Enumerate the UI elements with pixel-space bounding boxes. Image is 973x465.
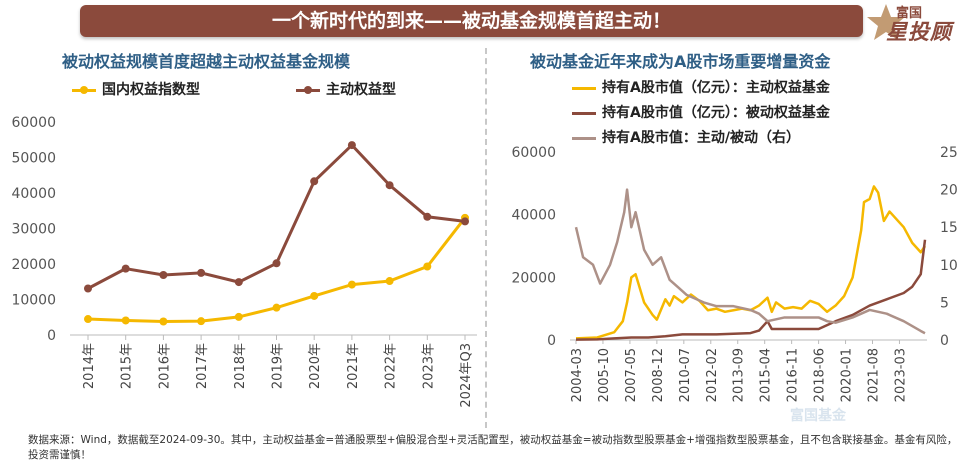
logo-text-top: 富国 [896, 6, 923, 21]
legend-item-active-holdings: 持有A股市值（亿元）：主动权益基金 [572, 78, 912, 98]
banner-title: 一个新时代的到来——被动基金规模首超主动！ [80, 5, 863, 37]
y-tick-label: 0 [47, 328, 56, 344]
series-line-0 [575, 185, 927, 340]
x-tick-label: 2017年 [195, 343, 210, 389]
data-point [347, 280, 356, 289]
data-point [197, 268, 206, 277]
legend-label-active: 主动权益型 [326, 82, 396, 98]
y-left-tick-label: 0 [547, 333, 556, 349]
data-point [121, 264, 130, 273]
left-chart-title: 被动权益规模首度超越主动权益基金规模 [62, 52, 351, 71]
panel-divider [485, 48, 487, 428]
x-tick-label: 2005-10 [597, 348, 612, 402]
y-right-tick-label: 25 [940, 145, 958, 161]
series-line-2 [574, 188, 926, 335]
y-left-tick-label: 20000 [511, 270, 556, 286]
data-point [197, 317, 206, 326]
y-tick-label: 40000 [11, 186, 56, 202]
x-tick-label: 2018年 [233, 343, 248, 389]
y-right-tick-label: 15 [940, 220, 958, 236]
legend-item-ratio: 持有A股市值：主动/被动（右） [572, 128, 912, 148]
y-right-tick-label: 20 [940, 183, 958, 199]
x-tick-label: 2015-04 [759, 348, 774, 402]
legend-label-index: 国内权益指数型 [102, 82, 200, 98]
x-tick-label: 2023年 [421, 343, 436, 389]
x-tick-label: 2016-11 [786, 348, 801, 402]
x-tick-label: 2021-08 [867, 348, 882, 402]
x-tick-label: 2021年 [346, 343, 361, 389]
left-chart: 60000 50000 40000 30000 20000 10000 0 2014年 2015… [11, 115, 477, 408]
legend-label-active-holdings: 持有A股市值（亿元）：主动权益基金 [602, 80, 830, 96]
y-right-tick-label: 5 [940, 295, 949, 311]
x-tick-label: 2014年 [82, 343, 97, 389]
y-tick-label: 50000 [11, 151, 56, 167]
x-tick-label: 2007-05 [624, 348, 639, 402]
data-point [272, 259, 281, 268]
brand-logo: 富国 星投顾 [866, 2, 970, 46]
y-left-tick-label: 40000 [511, 208, 556, 224]
data-point [461, 217, 469, 226]
x-tick-label: 2023-03 [893, 348, 908, 402]
data-point [159, 271, 168, 280]
legend-dot-active [304, 86, 312, 94]
y-tick-label: 10000 [11, 293, 56, 309]
watermark: 富国基金 [790, 408, 846, 424]
data-point [272, 303, 281, 312]
logo-text-main: 星投顾 [886, 20, 952, 44]
y-tick-label: 60000 [11, 115, 56, 131]
x-tick-label: 2020年 [308, 343, 323, 389]
legend-label-passive-holdings: 持有A股市值（亿元）：被动权益基金 [602, 105, 830, 121]
x-tick-label: 2008-12 [651, 348, 666, 402]
footnote: 数据来源：Wind，数据截至2024-09-30。其中，主动权益基金=普通股票型… [28, 434, 958, 461]
data-point [385, 277, 394, 286]
data-point [310, 177, 319, 186]
x-tick-label: 2016年 [157, 343, 172, 389]
data-point [234, 312, 243, 321]
data-point [84, 315, 92, 324]
x-tick-label: 2020-01 [840, 348, 855, 402]
x-tick-label: 2018-06 [813, 348, 828, 402]
data-point [121, 316, 130, 325]
legend-dot-index [80, 86, 88, 94]
y-tick-label: 20000 [11, 257, 56, 273]
right-chart: 60000 40000 20000 0 25 20 15 10 5 0 2004-03 2005-10… [511, 145, 958, 402]
legend-item-passive-holdings: 持有A股市值（亿元）：被动权益基金 [572, 103, 912, 123]
right-chart-title: 被动基金近年来成为A股市场重要增量资金 [530, 52, 831, 71]
y-tick-label: 30000 [11, 222, 56, 238]
star-icon [867, 4, 905, 40]
data-point [84, 284, 92, 293]
data-point [423, 212, 432, 221]
data-point [234, 278, 243, 287]
x-tick-label: 2012-02 [705, 348, 720, 402]
x-tick-label: 2010-07 [678, 348, 693, 402]
x-tick-label: 2022年 [384, 343, 399, 389]
legend-item-active: 主动权益型 [296, 80, 446, 100]
x-tick-label: 2004-03 [570, 348, 585, 402]
x-tick-label: 2024年Q3 [459, 343, 474, 408]
x-tick-label: 2013-09 [732, 348, 747, 402]
data-point [385, 181, 394, 190]
legend-label-ratio: 持有A股市值：主动/被动（右） [602, 130, 800, 146]
x-tick-label: 2015年 [120, 343, 135, 389]
data-point [310, 291, 319, 300]
data-point [347, 141, 356, 150]
y-right-tick-label: 0 [940, 333, 949, 349]
legend-item-index: 国内权益指数型 [72, 80, 232, 100]
x-tick-label: 2019年 [271, 343, 286, 389]
legend-swatch-active-holdings [572, 87, 596, 90]
data-point [423, 262, 432, 271]
y-right-tick-label: 10 [940, 258, 958, 274]
y-left-tick-label: 60000 [511, 145, 556, 161]
legend-swatch-passive-holdings [572, 112, 596, 115]
legend-swatch-ratio [572, 137, 596, 140]
data-point [159, 317, 168, 326]
